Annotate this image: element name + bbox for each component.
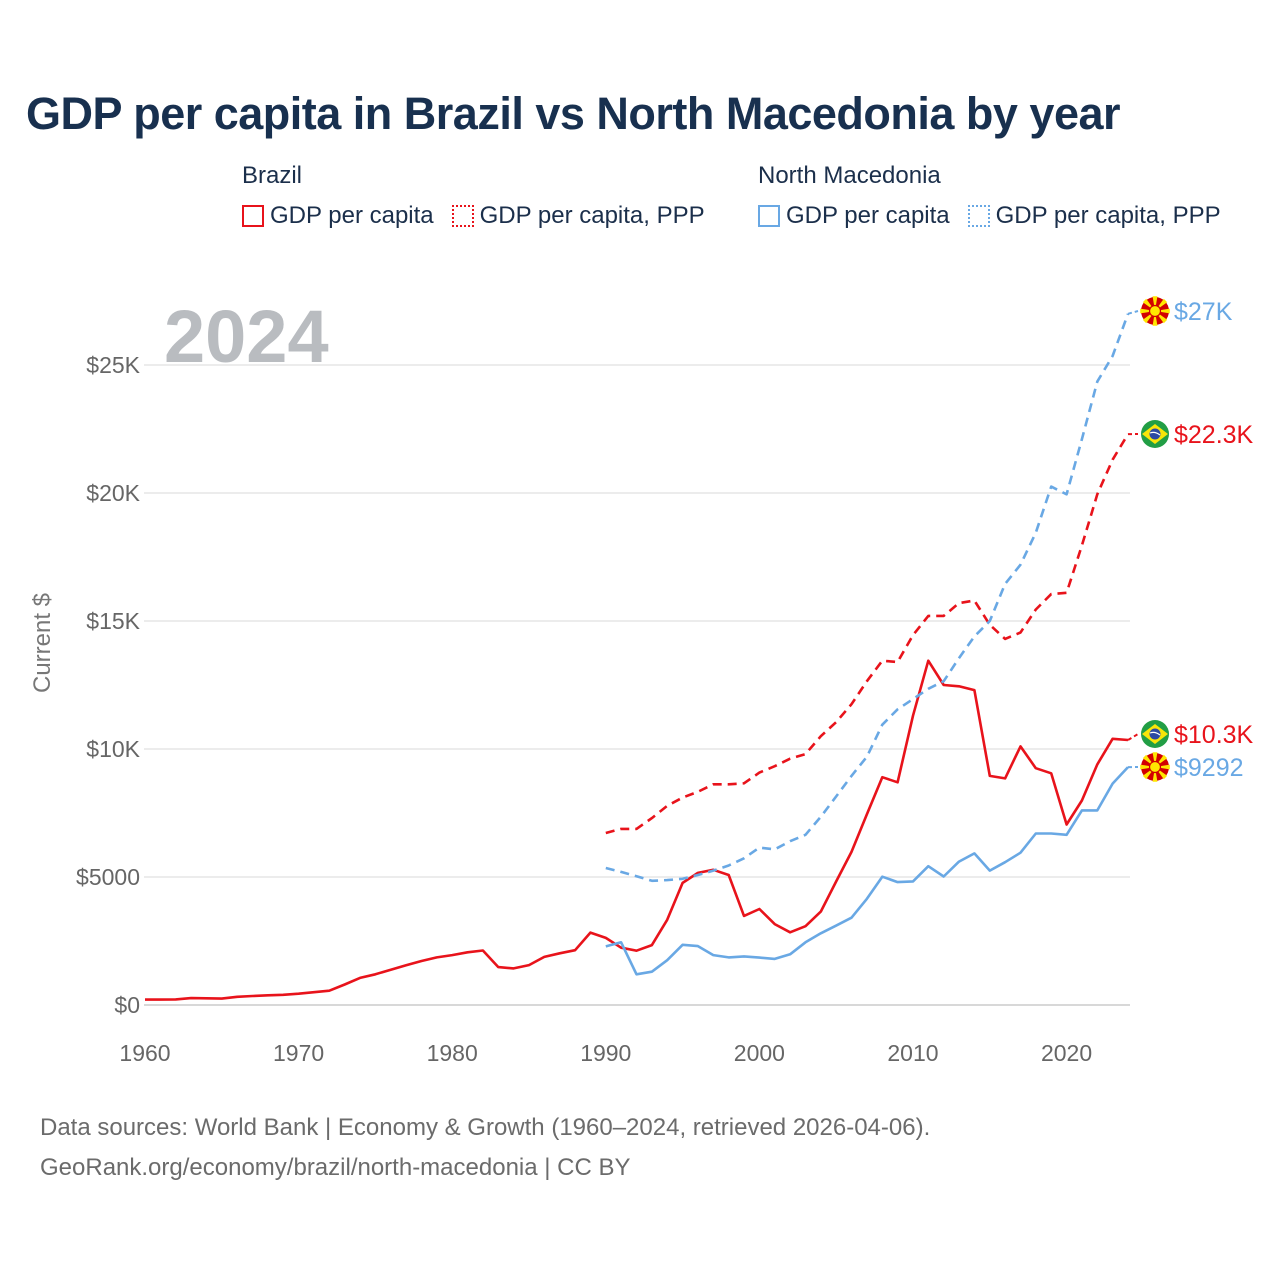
footer-sources: Data sources: World Bank | Economy & Gro… — [40, 1114, 931, 1141]
end-value-label: $9292 — [1174, 754, 1244, 782]
end-value-label: $22.3K — [1174, 421, 1254, 449]
legend-swatch-solid-red — [242, 205, 264, 227]
end-connector — [1127, 310, 1139, 315]
chart-title: GDP per capita in Brazil vs North Macedo… — [26, 88, 1121, 139]
grid-lines — [144, 364, 1130, 1006]
legend-item-brazil-gdp-ppp[interactable]: GDP per capita, PPP — [451, 202, 705, 230]
y-tick-label: $25K — [86, 352, 140, 378]
x-axis-ticks: 1960 1970 1980 1990 2000 2010 2020 — [119, 1040, 1092, 1066]
legend-item-label: GDP per capita, PPP — [995, 202, 1221, 229]
north-macedonia-flag-icon — [1140, 752, 1170, 782]
legend-item-label: GDP per capita, PPP — [479, 202, 705, 229]
x-tick-label: 2000 — [734, 1040, 785, 1066]
brazil-flag-icon — [1141, 720, 1169, 748]
series-line-brazil-gdp-per-capita — [145, 659, 1129, 1001]
legend-item-label: GDP per capita — [270, 202, 434, 229]
series-line-north-macedonia-gdp-per-capita — [605, 766, 1129, 976]
x-tick-label: 1960 — [119, 1040, 170, 1066]
x-tick-label: 2020 — [1041, 1040, 1092, 1066]
legend-group-brazil: Brazil GDP per capita GDP per capita, PP… — [242, 162, 705, 230]
series-line-brazil-gdp-per-capita-ppp — [605, 433, 1130, 835]
legend-group-north-macedonia: North Macedonia GDP per capita GDP per c… — [758, 162, 1221, 230]
y-tick-label: $15K — [86, 608, 140, 634]
legend-swatch-solid-blue — [758, 205, 780, 227]
x-tick-label: 1970 — [273, 1040, 324, 1066]
brazil-flag-icon — [1141, 420, 1169, 448]
legend-item-macedonia-gdp[interactable]: GDP per capita — [758, 202, 950, 230]
legend-item-label: GDP per capita — [786, 202, 950, 229]
x-tick-label: 2010 — [887, 1040, 938, 1066]
y-axis-label: Current $ — [29, 593, 56, 693]
y-tick-label: $10K — [86, 736, 140, 762]
legend-group-name: Brazil — [242, 162, 303, 189]
legend-item-brazil-gdp[interactable]: GDP per capita — [242, 202, 434, 230]
legend-group-name: North Macedonia — [758, 162, 941, 189]
series-group — [145, 313, 1130, 1001]
legend-swatch-dotted-red — [451, 205, 474, 227]
legend-swatch-dotted-blue — [967, 205, 990, 227]
x-tick-label: 1990 — [580, 1040, 631, 1066]
y-tick-label: $0 — [114, 992, 140, 1018]
end-connector — [1127, 733, 1139, 741]
year-watermark: 2024 — [164, 295, 329, 378]
legend-item-macedonia-gdp-ppp[interactable]: GDP per capita, PPP — [967, 202, 1221, 230]
end-value-label: $27K — [1174, 298, 1233, 326]
y-tick-label: $20K — [86, 480, 140, 506]
y-axis-ticks: $0 $5000 $10K $15K $20K $25K — [76, 352, 141, 1018]
footer-link[interactable]: GeoRank.org/economy/brazil/north-macedon… — [40, 1154, 631, 1181]
x-tick-label: 1980 — [427, 1040, 478, 1066]
end-labels: $10.3K $22.3K $9292 $27K — [1127, 296, 1254, 782]
footer: Data sources: World Bank | Economy & Gro… — [40, 1108, 930, 1188]
end-value-label: $10.3K — [1174, 721, 1254, 749]
series-line-north-macedonia-gdp-per-capita-ppp — [605, 313, 1130, 883]
y-tick-label: $5000 — [76, 864, 140, 890]
north-macedonia-flag-icon — [1140, 296, 1170, 326]
